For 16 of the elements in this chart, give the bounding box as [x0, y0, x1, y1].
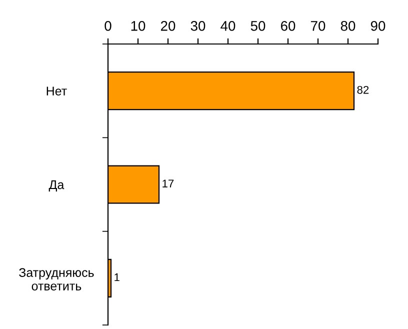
x-tick-label: 20: [160, 21, 176, 31]
data-label: 1: [114, 273, 120, 282]
x-tick-label: 90: [370, 21, 386, 31]
y-tick-label: Затрудняюсь ответить: [19, 268, 94, 290]
data-label: 17: [162, 180, 174, 188]
y-tick-label: Да: [48, 180, 64, 192]
data-label: 82: [357, 86, 369, 94]
x-tick-label: 50: [250, 21, 266, 31]
y-tick-label: Нет: [46, 86, 67, 96]
x-tick-label: 30: [190, 21, 206, 31]
x-tick-label: 10: [131, 21, 146, 31]
x-tick-label: 60: [280, 21, 296, 31]
x-tick-label: 0: [104, 21, 112, 31]
x-tick-label: 70: [310, 21, 326, 31]
x-tick-label: 80: [340, 21, 356, 31]
x-tick-label: 40: [220, 21, 236, 31]
